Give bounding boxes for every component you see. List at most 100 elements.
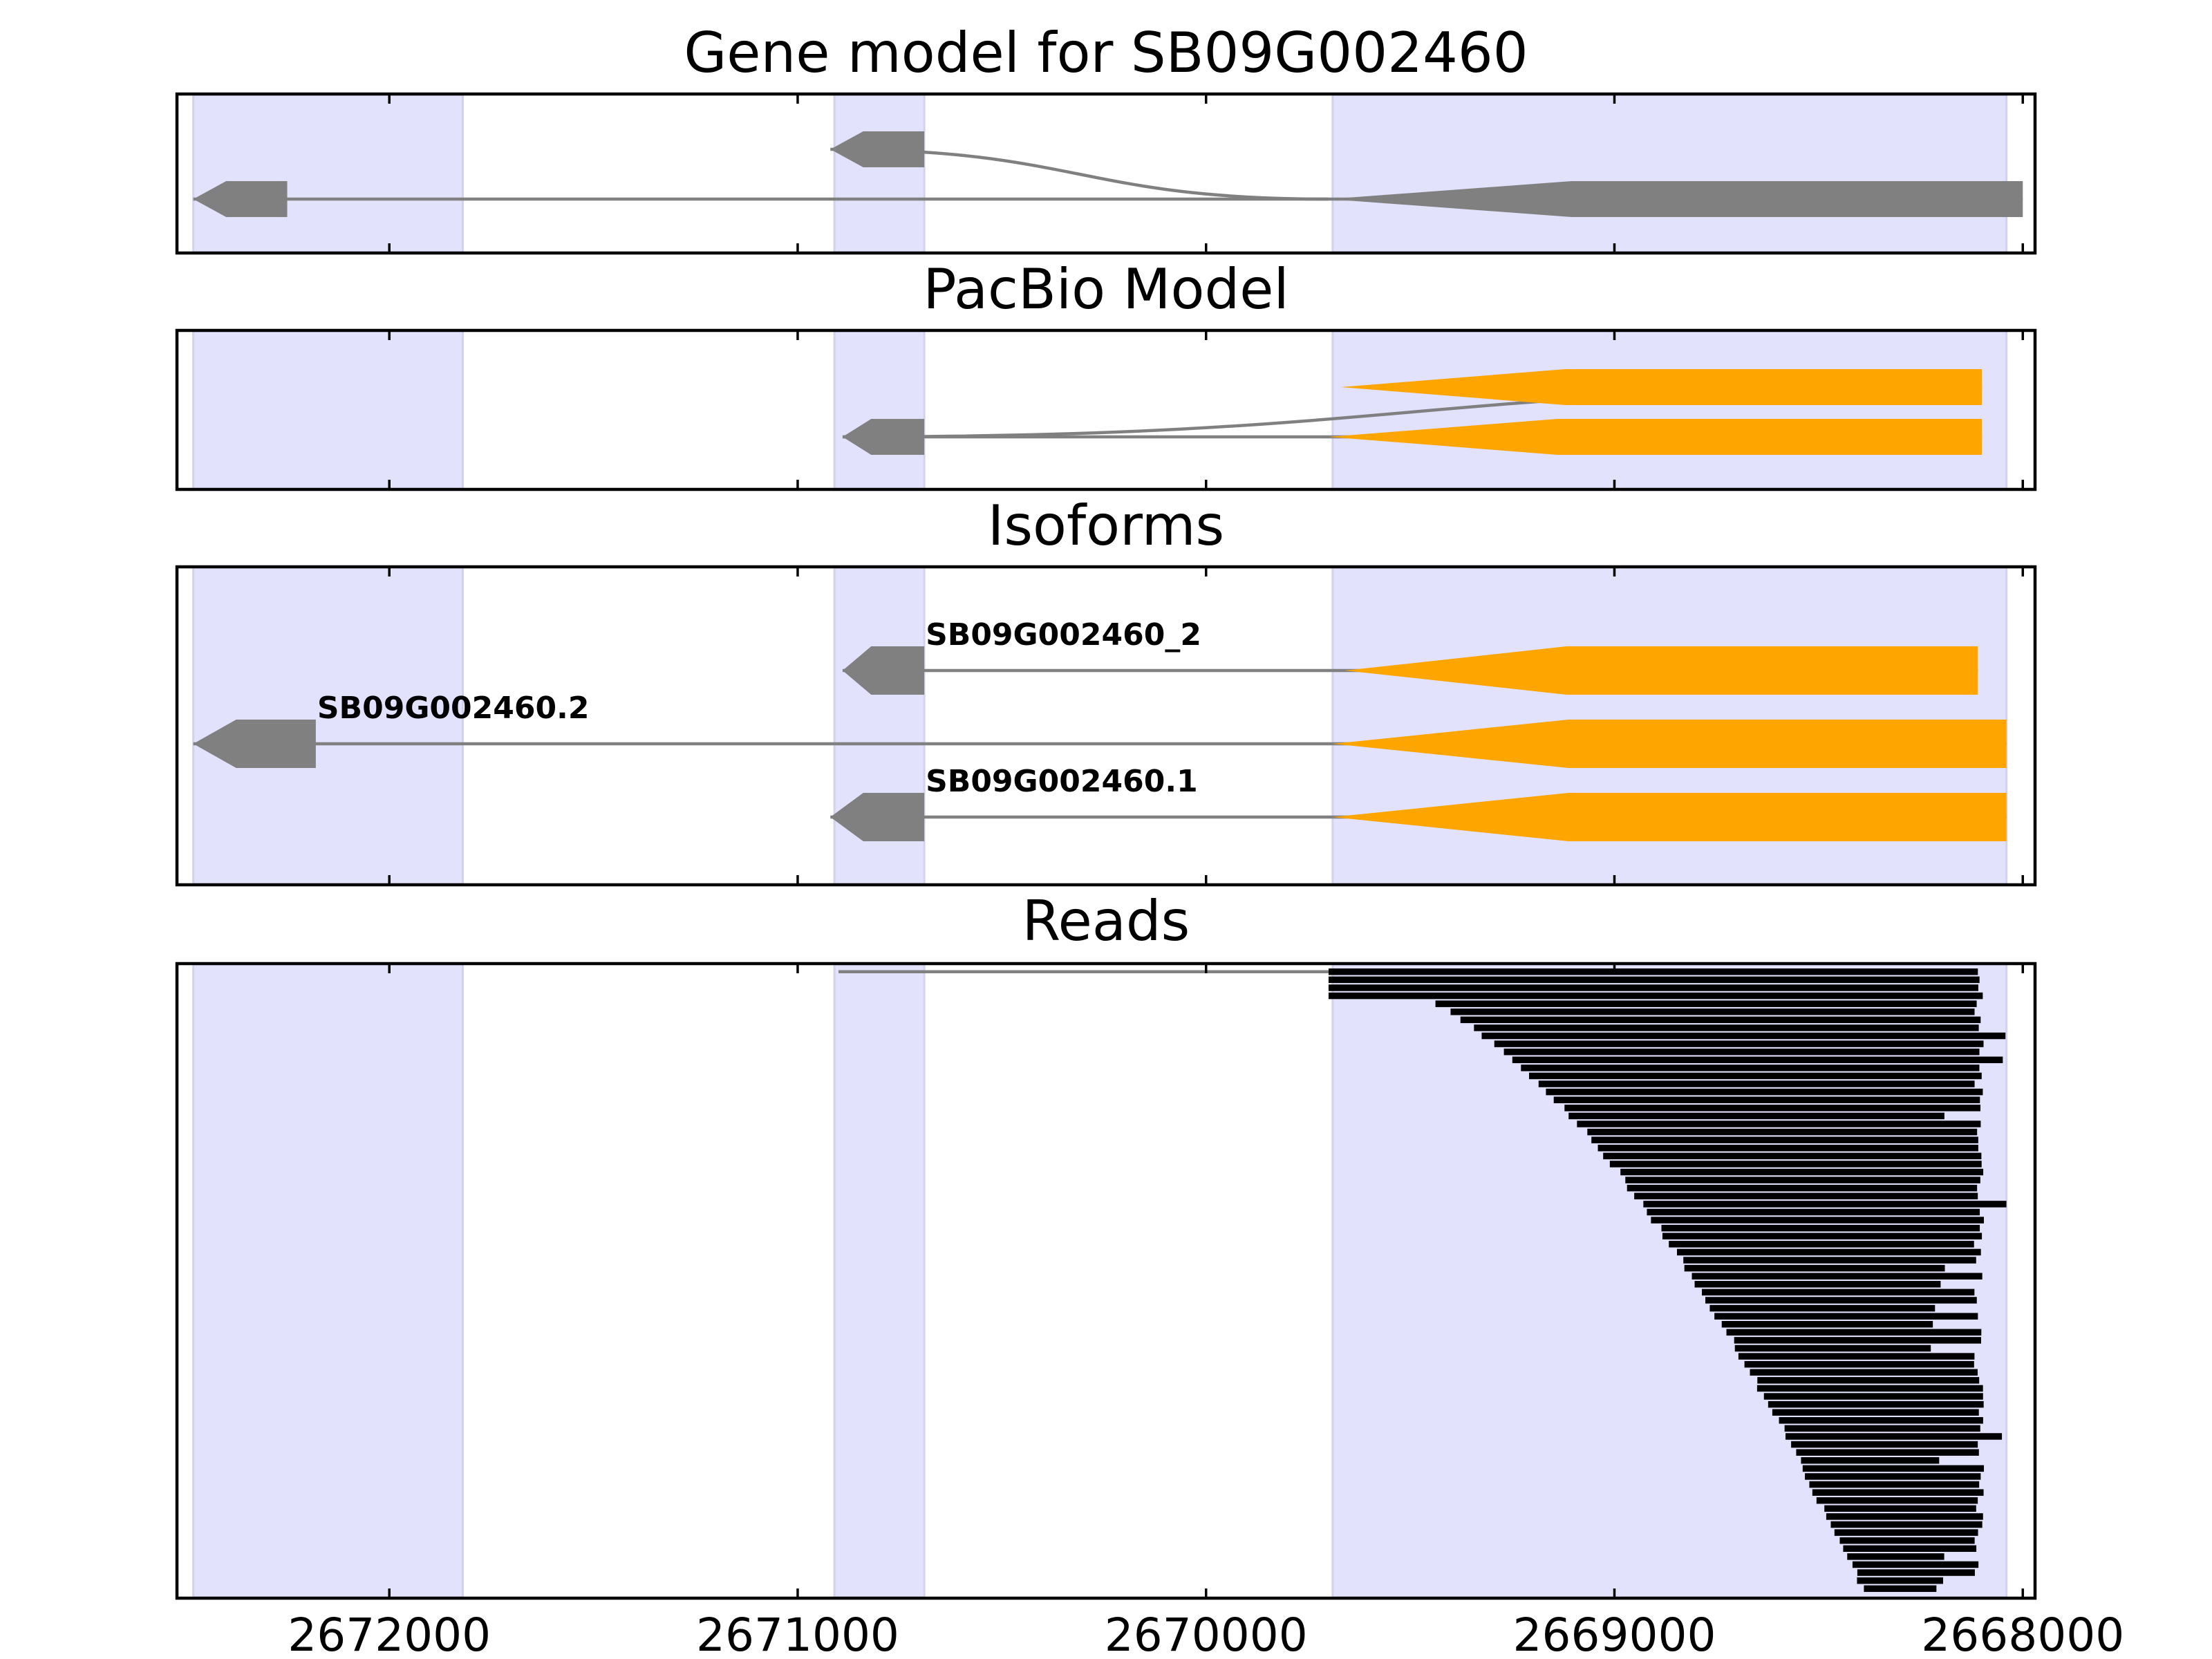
read-bar (1603, 1152, 1982, 1160)
read-bar (1435, 1000, 1977, 1007)
isoform-label-3: SB09G002460.1 (926, 764, 1198, 799)
pacbio-highlights (192, 329, 2008, 491)
read-bar (1474, 1024, 1979, 1031)
utr-exon (193, 720, 316, 768)
read-bar (1634, 1192, 1978, 1200)
gene-model-highlights (192, 93, 2008, 254)
read-bar (1809, 1481, 1980, 1488)
reads-ticks (388, 964, 2025, 1598)
isoform-label-1: SB09G002460_2 (926, 617, 1201, 653)
read-bar (1677, 1248, 1981, 1256)
pacbio-title: PacBio Model (923, 257, 1288, 321)
read-bar (1847, 1553, 1944, 1560)
x-tick-label: 2671000 (696, 1609, 899, 1659)
pacbio-ticks (388, 330, 2025, 489)
read-bar (1857, 1577, 1944, 1584)
reads-features (838, 968, 2007, 1592)
read-bar (1721, 1320, 1933, 1328)
read-bar (1779, 1417, 1983, 1424)
read-bar (1577, 1121, 1981, 1127)
read-bar (1481, 1032, 2006, 1040)
read-bar (1852, 1561, 1979, 1568)
x-tick-label: 2669000 (1513, 1609, 1716, 1659)
utr-exon (193, 181, 288, 217)
x-tick-label: 2670000 (1105, 1609, 1308, 1659)
read-bar (1857, 1569, 1975, 1576)
isoform-label-2: SB09G002460.2 (317, 691, 590, 726)
x-tick-label: 2668000 (1921, 1609, 2124, 1659)
read-bar (1768, 1400, 1984, 1408)
read-bar (1503, 1048, 1980, 1056)
read-bar (1802, 1465, 1985, 1472)
read-bar (1564, 1105, 1981, 1112)
read-bar (1694, 1281, 1941, 1288)
cds-exon (1340, 369, 1983, 405)
read-bar (1538, 1080, 1975, 1087)
read-bar (1651, 1217, 1985, 1224)
isoforms-ticks (388, 567, 2025, 885)
read-bar (1864, 1585, 1937, 1592)
read-bar (1521, 1065, 1980, 1071)
read-bar (1726, 1329, 1982, 1336)
read-bar (1460, 1016, 1981, 1024)
panel-pacbio: PacBio Model (175, 257, 2037, 491)
utr-exon (1328, 181, 2023, 217)
read-bar (1830, 1521, 1983, 1528)
gene-model-title: Gene model for SB09G002460 (684, 21, 1528, 85)
read-bar (1328, 992, 1983, 1000)
isoforms-features (193, 646, 2007, 841)
read-bar (1784, 1425, 1980, 1432)
read-bar (1834, 1529, 1978, 1536)
read-bar (1647, 1208, 1980, 1216)
gene-model-frame (175, 92, 2037, 255)
read-bar (1529, 1072, 1982, 1080)
read-bar (1450, 1008, 1975, 1015)
pacbio-features (842, 369, 1983, 455)
read-bar (1701, 1288, 1975, 1296)
reads-frame (175, 962, 2037, 1600)
read-bar (1816, 1497, 1978, 1504)
highlight-region (833, 962, 926, 1600)
read-bar (1757, 1377, 1980, 1384)
read-bar (1553, 1096, 1980, 1103)
read-segment (1328, 968, 1978, 975)
read-bar (1826, 1513, 1983, 1520)
read-bar (1328, 976, 1980, 984)
read-bar (1591, 1136, 1978, 1143)
panel-gene-model: Gene model for SB09G002460 (175, 21, 2037, 255)
read-bar (1796, 1449, 1979, 1456)
read-bar (1839, 1537, 1975, 1544)
read-bar (1328, 984, 1978, 991)
highlight-region (192, 93, 465, 254)
read-bar (1627, 1184, 1978, 1192)
read-bar (1691, 1273, 1983, 1280)
read-bar (1763, 1393, 1983, 1400)
read-bar (1609, 1161, 1982, 1168)
highlight-region (833, 93, 926, 254)
read-bar (1643, 1201, 2007, 1208)
read-bar (1684, 1264, 1945, 1272)
read-bar (1669, 1241, 1974, 1248)
read-bar (1756, 1385, 1983, 1392)
read-bar (1734, 1344, 1931, 1352)
gene-model-features (193, 131, 2023, 217)
read-bar (1824, 1505, 1976, 1512)
utr-exon (830, 793, 925, 841)
read-bar (1738, 1353, 1975, 1360)
cds-exon (1328, 419, 1983, 455)
read-bar (1625, 1177, 1980, 1183)
read-bar (1512, 1056, 2003, 1064)
isoforms-title: Isoforms (988, 494, 1224, 558)
pacbio-frame (175, 328, 2037, 491)
read-bar (1812, 1489, 1984, 1496)
read-bar (1568, 1112, 1944, 1120)
highlight-region (833, 329, 926, 491)
gene-model-ticks (388, 94, 2025, 253)
read-bar (1546, 1088, 1983, 1096)
read-bar (1734, 1337, 1981, 1344)
read-bar (1785, 1433, 2003, 1440)
read-bar (1801, 1457, 1940, 1464)
read-bar (1791, 1441, 1978, 1448)
highlight-region (1331, 93, 2008, 254)
